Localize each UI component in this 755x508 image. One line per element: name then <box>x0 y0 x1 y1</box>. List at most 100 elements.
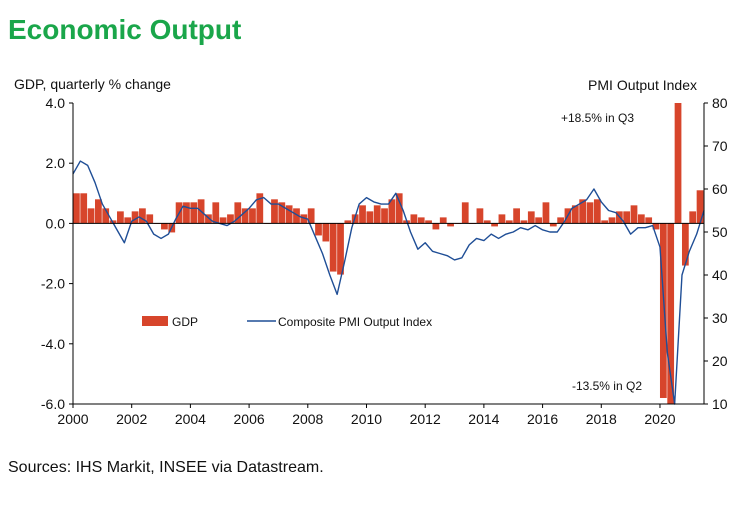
gdp-bar <box>234 202 242 224</box>
gdp-bar <box>652 223 660 230</box>
gdp-bar <box>300 214 308 224</box>
gdp-bar <box>696 190 704 224</box>
gdp-bar <box>689 211 697 224</box>
left-tick-label: -2.0 <box>41 276 65 292</box>
gdp-bar <box>601 220 609 224</box>
left-tick-label: 0.0 <box>46 215 66 231</box>
left-axis-label: GDP, quarterly % change <box>14 76 171 92</box>
gdp-bar <box>630 205 638 224</box>
x-tick-label: 2000 <box>57 411 88 427</box>
gdp-bar <box>439 217 447 224</box>
gdp-bar <box>285 205 293 224</box>
gdp-bar <box>161 223 168 230</box>
legend-gdp-label: GDP <box>172 315 198 329</box>
gdp-bars <box>73 103 704 404</box>
x-tick-label: 2004 <box>175 411 206 427</box>
gdp-bar <box>249 208 256 224</box>
left-tick-label: 2.0 <box>46 155 66 171</box>
page-title: Economic Output <box>8 14 242 45</box>
right-tick-label: 10 <box>712 396 728 412</box>
x-tick-label: 2016 <box>527 411 558 427</box>
gdp-bar <box>366 211 374 224</box>
gdp-bar <box>513 208 520 224</box>
gdp-bar <box>395 193 403 224</box>
source-note: Sources: IHS Markit, INSEE via Datastrea… <box>8 459 324 476</box>
gdp-bar <box>146 214 154 224</box>
gdp-bar <box>579 199 587 224</box>
gdp-bar <box>461 202 469 224</box>
gdp-bar <box>586 202 594 224</box>
right-axis-label: PMI Output Index <box>588 77 697 93</box>
gdp-bar <box>483 220 491 224</box>
gdp-bar <box>425 220 432 224</box>
right-tick-label: 50 <box>712 224 728 240</box>
gdp-bar <box>432 223 440 230</box>
gdp-bar <box>293 208 300 224</box>
gdp-bar <box>549 223 557 227</box>
left-tick-label: -4.0 <box>41 336 65 352</box>
gdp-bar <box>571 205 579 224</box>
gdp-bar <box>527 211 535 224</box>
gdp-bar <box>205 214 212 224</box>
gdp-bar <box>593 199 601 224</box>
gdp-bar <box>359 205 366 224</box>
gdp-bar <box>667 223 675 404</box>
gdp-bar <box>102 208 110 224</box>
gdp-bar <box>307 208 315 224</box>
gdp-bar <box>373 205 381 224</box>
gdp-bar <box>80 193 88 224</box>
x-tick-label: 2014 <box>468 411 499 427</box>
gdp-bar <box>256 193 264 224</box>
gdp-bar <box>227 214 234 224</box>
gdp-bar <box>271 199 278 224</box>
right-tick-label: 70 <box>712 138 728 154</box>
x-tick-label: 2002 <box>116 411 147 427</box>
gdp-bar <box>388 199 396 224</box>
gdp-bar <box>344 220 352 224</box>
gdp-bar <box>183 202 190 224</box>
annotation-low: -13.5% in Q2 <box>572 379 642 393</box>
gdp-bar <box>87 208 95 224</box>
x-tick-label: 2020 <box>644 411 675 427</box>
x-tick-label: 2008 <box>292 411 323 427</box>
gdp-bar <box>542 202 550 224</box>
gdp-bar <box>557 217 565 224</box>
annotation-high: +18.5% in Q3 <box>561 111 634 125</box>
gdp-bar <box>322 223 330 242</box>
gdp-bar <box>623 211 631 224</box>
x-tick-label: 2018 <box>586 411 617 427</box>
legend-pmi-label: Composite PMI Output Index <box>278 315 432 329</box>
gdp-bar <box>315 223 322 236</box>
gdp-bar <box>447 223 454 227</box>
gdp-bar <box>535 217 542 224</box>
right-tick-label: 80 <box>712 95 728 111</box>
gdp-bar <box>124 217 132 224</box>
gdp-bar <box>608 217 616 224</box>
gdp-bar <box>139 208 146 224</box>
gdp-bar <box>410 214 418 224</box>
gdp-bar <box>417 217 425 224</box>
gdp-bar <box>73 193 80 224</box>
axes: 4.02.00.0-2.0-4.0-6.08070605040302010200… <box>41 95 728 427</box>
x-tick-label: 2006 <box>234 411 265 427</box>
gdp-bar <box>476 208 484 224</box>
gdp-bar <box>505 220 513 224</box>
pmi-line <box>72 160 705 405</box>
gdp-bar <box>219 217 227 224</box>
gdp-bar <box>491 223 498 227</box>
gdp-bar <box>212 202 220 224</box>
gdp-bar <box>95 199 102 224</box>
x-tick-label: 2010 <box>351 411 382 427</box>
gdp-bar <box>520 220 528 224</box>
gdp-bar <box>659 223 667 398</box>
right-tick-label: 30 <box>712 310 728 326</box>
legend: GDP Composite PMI Output Index <box>142 315 432 329</box>
gdp-bar <box>681 223 689 266</box>
gdp-bar <box>674 103 682 224</box>
chart: GDP, quarterly % change PMI Output Index… <box>14 76 728 427</box>
gdp-bar <box>498 214 506 224</box>
gdp-bar <box>645 217 653 224</box>
gdp-bar <box>278 202 286 224</box>
x-tick-label: 2012 <box>410 411 441 427</box>
gdp-bar <box>381 208 388 224</box>
